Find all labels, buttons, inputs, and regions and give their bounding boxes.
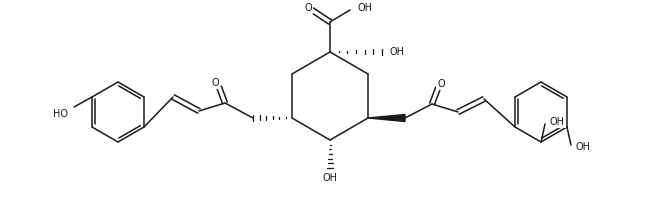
Text: O: O [304,3,312,13]
Text: O: O [211,78,219,88]
Text: HO: HO [53,109,68,119]
Text: O: O [437,79,445,89]
Polygon shape [368,114,405,121]
Text: OH: OH [576,142,591,152]
Text: OH: OH [390,47,405,57]
Text: OH: OH [323,173,337,183]
Text: OH: OH [550,117,565,127]
Text: OH: OH [358,3,373,13]
